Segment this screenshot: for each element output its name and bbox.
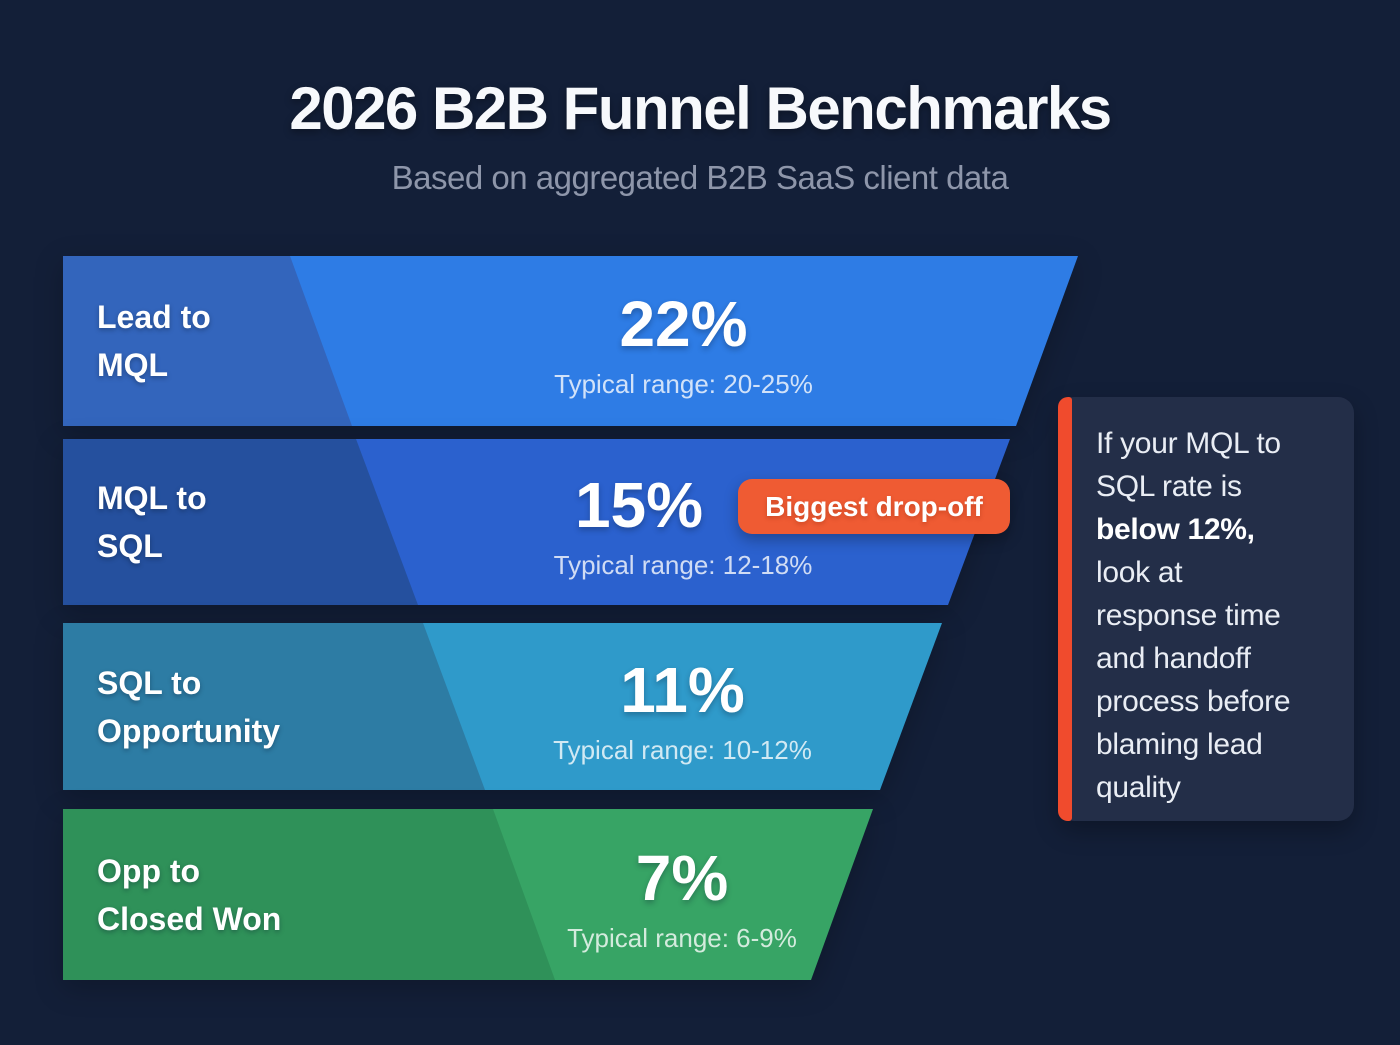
funnel-bar-shape xyxy=(63,623,942,790)
typical-range: Typical range: 6-9% xyxy=(567,922,797,953)
funnel-stage-mql-to-sql: MQL to SQL 15% Typical range: 12-18% Big… xyxy=(63,439,1010,605)
stage-label-line1: Lead to xyxy=(97,299,211,335)
page-subtitle: Based on aggregated B2B SaaS client data xyxy=(391,159,1009,196)
stage-label-line1: SQL to xyxy=(97,664,202,701)
typical-range: Typical range: 20-25% xyxy=(554,369,813,399)
stage-metrics: 15% Typical range: 12-18% xyxy=(387,439,979,605)
typical-range: Typical range: 12-18% xyxy=(553,550,813,580)
stage-label-line2: Closed Won xyxy=(97,900,282,937)
callout-line: look at xyxy=(1096,556,1183,589)
stage-label-line2: SQL xyxy=(97,528,163,564)
page-title: 2026 B2B Funnel Benchmarks xyxy=(289,75,1112,142)
stage-label-line1: MQL to xyxy=(97,480,207,516)
funnel-bar-label-area xyxy=(63,623,485,790)
callout-line: process before xyxy=(1096,685,1291,718)
callout-line-bold: below 12%, xyxy=(1096,513,1255,546)
callout-text: If your MQL to SQL rate is below 12%, lo… xyxy=(1096,422,1340,809)
funnel-stage-opp-to-closed-won: Opp to Closed Won 7% Typical range: 6-9% xyxy=(63,809,873,980)
callout-line: quality xyxy=(1096,771,1181,804)
funnel-bar-shape xyxy=(63,809,873,980)
callout-line: SQL rate is xyxy=(1096,470,1242,503)
stage-label-line1: Opp to xyxy=(97,852,201,889)
stage-label: Opp to Closed Won xyxy=(97,809,281,980)
funnel-stage-sql-to-opportunity: SQL to Opportunity 11% Typical range: 10… xyxy=(63,623,942,790)
conversion-value: 11% xyxy=(620,653,745,726)
stage-label: SQL to Opportunity xyxy=(97,623,280,790)
stage-metrics: 11% Typical range: 10-12% xyxy=(454,623,911,790)
funnel-bar-label-area xyxy=(63,809,555,980)
conversion-value: 15% xyxy=(574,469,704,541)
callout-line: and handoff xyxy=(1096,642,1251,675)
funnel-bar-label-area xyxy=(63,439,418,605)
stage-metrics: 22% Typical range: 20-25% xyxy=(320,256,1047,426)
stage-label-line2: Opportunity xyxy=(97,712,281,749)
callout-accent-bar xyxy=(1058,397,1072,821)
stage-metrics: 7% Typical range: 6-9% xyxy=(523,809,841,980)
header: 2026 B2B Funnel Benchmarks Based on aggr… xyxy=(0,0,1400,197)
typical-range: Typical range: 10-12% xyxy=(553,734,812,765)
callout-line: response time xyxy=(1096,599,1281,632)
funnel-bar-shape xyxy=(63,256,1078,426)
callout-line: If your MQL to xyxy=(1096,427,1281,460)
callout-line: blaming lead xyxy=(1096,728,1263,761)
conversion-value: 22% xyxy=(619,288,748,360)
stage-label: Lead to MQL xyxy=(97,256,211,426)
stage-label-line2: MQL xyxy=(97,347,169,383)
biggest-dropoff-badge: Biggest drop-off xyxy=(738,479,1010,534)
funnel-stage-lead-to-mql: Lead to MQL 22% Typical range: 20-25% xyxy=(63,256,1078,426)
stage-label: MQL to SQL xyxy=(97,439,207,605)
conversion-value: 7% xyxy=(635,841,729,914)
callout-note: If your MQL to SQL rate is below 12%, lo… xyxy=(1058,397,1354,821)
